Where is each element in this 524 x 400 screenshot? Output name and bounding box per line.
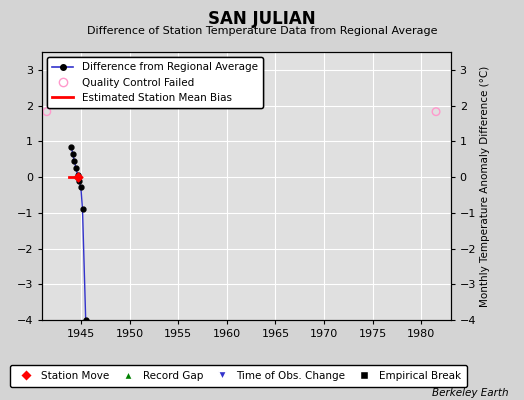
Text: Difference of Station Temperature Data from Regional Average: Difference of Station Temperature Data f… bbox=[87, 26, 437, 36]
Text: SAN JULIAN: SAN JULIAN bbox=[208, 10, 316, 28]
Point bbox=[432, 108, 440, 115]
Legend: Difference from Regional Average, Quality Control Failed, Estimated Station Mean: Difference from Regional Average, Qualit… bbox=[47, 57, 263, 108]
Legend: Station Move, Record Gap, Time of Obs. Change, Empirical Break: Station Move, Record Gap, Time of Obs. C… bbox=[10, 365, 467, 387]
Text: Berkeley Earth: Berkeley Earth bbox=[432, 388, 508, 398]
Point bbox=[42, 108, 51, 115]
Y-axis label: Monthly Temperature Anomaly Difference (°C): Monthly Temperature Anomaly Difference (… bbox=[481, 65, 490, 307]
Point bbox=[73, 174, 82, 180]
